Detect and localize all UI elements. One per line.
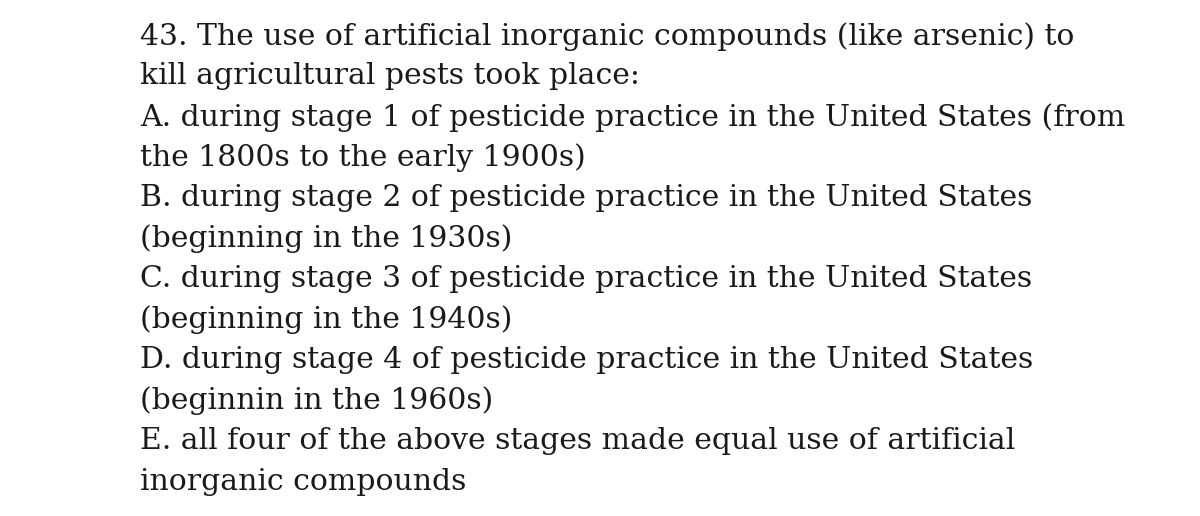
Text: 43. The use of artificial inorganic compounds (like arsenic) to: 43. The use of artificial inorganic comp…: [140, 22, 1074, 51]
Text: (beginning in the 1940s): (beginning in the 1940s): [140, 305, 512, 334]
Text: (beginning in the 1930s): (beginning in the 1930s): [140, 224, 512, 253]
Text: C. during stage 3 of pesticide practice in the United States: C. during stage 3 of pesticide practice …: [140, 265, 1032, 293]
Text: A. during stage 1 of pesticide practice in the United States (from: A. during stage 1 of pesticide practice …: [140, 103, 1126, 132]
Text: inorganic compounds: inorganic compounds: [140, 467, 467, 495]
Text: B. during stage 2 of pesticide practice in the United States: B. during stage 2 of pesticide practice …: [140, 184, 1032, 212]
Text: kill agricultural pests took place:: kill agricultural pests took place:: [140, 62, 640, 90]
Text: D. during stage 4 of pesticide practice in the United States: D. during stage 4 of pesticide practice …: [140, 346, 1033, 374]
Text: (beginnin in the 1960s): (beginnin in the 1960s): [140, 386, 493, 415]
Text: E. all four of the above stages made equal use of artificial: E. all four of the above stages made equ…: [140, 427, 1015, 455]
Text: the 1800s to the early 1900s): the 1800s to the early 1900s): [140, 143, 586, 172]
